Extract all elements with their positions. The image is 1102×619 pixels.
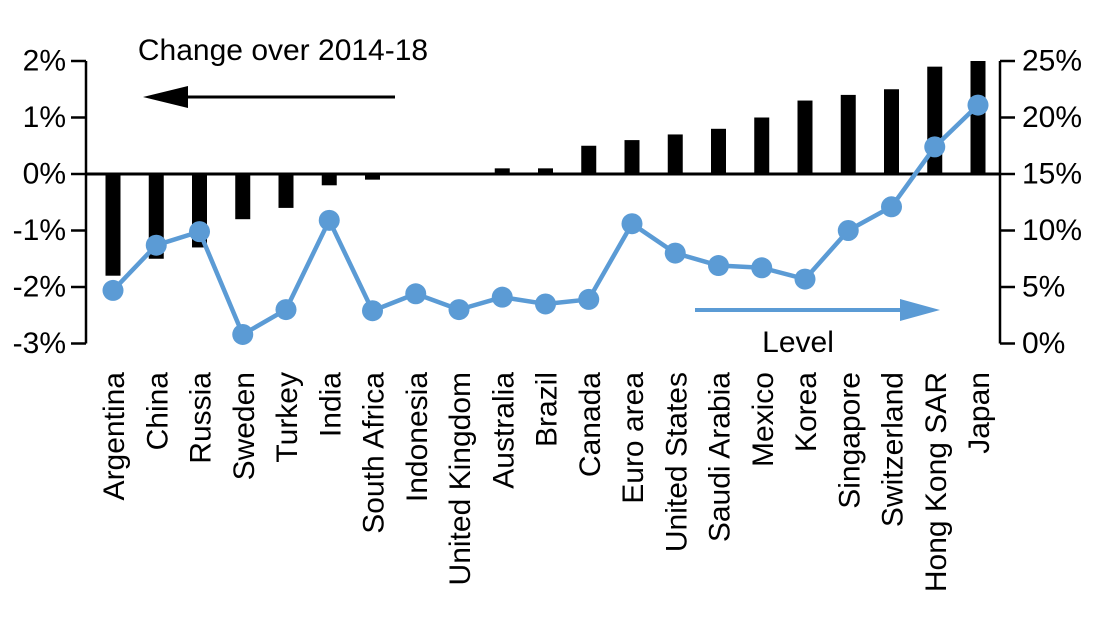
level-point-hong-kong-sar [924,136,946,158]
level-point-switzerland [881,196,902,218]
level-point-china [145,234,167,256]
bar-south-africa [365,174,380,180]
level-point-united-states [664,242,686,264]
level-point-mexico [751,257,773,279]
level-point-india [318,209,340,231]
left-axis-tick-label: 2% [23,45,66,78]
right-arrow-icon [900,299,940,321]
x-label-china: China [141,372,174,451]
right-axis-tick-label: 10% [1022,214,1082,247]
bar-euro-area [624,140,640,174]
level-point-japan [967,94,989,116]
x-label-argentina: Argentina [98,372,131,501]
x-label-saudi-arabia: Saudi Arabia [704,372,737,542]
level-point-australia [491,286,513,308]
bar-korea [797,100,813,174]
x-label-indonesia: Indonesia [401,372,434,502]
right-axis-tick-label: 25% [1022,45,1082,78]
x-label-switzerland: Switzerland [877,372,910,527]
left-axis-tick-label: 0% [23,158,66,191]
x-label-australia: Australia [487,372,520,489]
x-label-canada: Canada [574,372,607,477]
bar-sweden [235,174,251,220]
left-axis-tick-label: -3% [13,327,66,360]
bar-argentina [105,174,121,276]
bar-brazil [538,168,553,174]
x-label-united-kingdom: United Kingdom [444,372,477,585]
bar-australia [494,168,510,174]
x-label-hong-kong-sar: Hong Kong SAR [920,372,953,592]
bar-canada [581,145,597,174]
level-point-indonesia [405,283,427,305]
level-point-sweden [232,323,254,345]
x-label-india: India [314,372,347,437]
level-point-russia [189,221,210,243]
level-point-canada [578,288,600,310]
left-axis-tick-label: -1% [13,214,66,247]
x-label-korea: Korea [790,372,823,452]
right-axis-tick-label: 0% [1022,327,1065,360]
level-point-brazil [535,293,556,315]
bar-india [321,174,337,186]
x-label-japan: Japan [963,372,996,454]
x-label-mexico: Mexico [747,372,780,467]
bar-united-states [667,134,683,174]
level-point-korea [794,268,816,290]
x-label-russia: Russia [185,372,218,464]
level-point-united-kingdom [448,299,470,321]
bar-japan [970,61,986,174]
x-label-sweden: Sweden [228,372,261,480]
x-label-brazil: Brazil [531,372,564,447]
bar-switzerland [884,89,899,174]
right-axis-tick-label: 20% [1022,101,1082,134]
x-label-turkey: Turkey [271,372,304,463]
right-axis-tick-label: 15% [1022,158,1082,191]
bar-saudi-arabia [711,128,726,174]
bar-singapore [840,94,856,174]
chart-title: Change over 2014-18 [138,34,428,67]
line-series-label: Level [762,326,834,359]
right-axis-tick-label: 5% [1022,271,1065,304]
level-point-singapore [837,220,859,241]
level-point-euro-area [621,213,643,235]
left-axis-tick-label: 1% [23,101,66,134]
level-point-south-africa [362,300,383,322]
level-point-argentina [102,279,124,301]
x-label-euro-area: Euro area [617,372,650,504]
x-label-south-africa: South Africa [358,372,391,534]
x-label-singapore: Singapore [833,372,866,509]
x-label-united-states: United States [660,372,693,552]
level-point-turkey [275,299,297,321]
bar-mexico [754,117,770,174]
left-axis-tick-label: -2% [13,271,66,304]
left-arrow-icon [143,86,188,108]
level-point-saudi-arabia [708,255,729,277]
bar-turkey [278,174,294,208]
